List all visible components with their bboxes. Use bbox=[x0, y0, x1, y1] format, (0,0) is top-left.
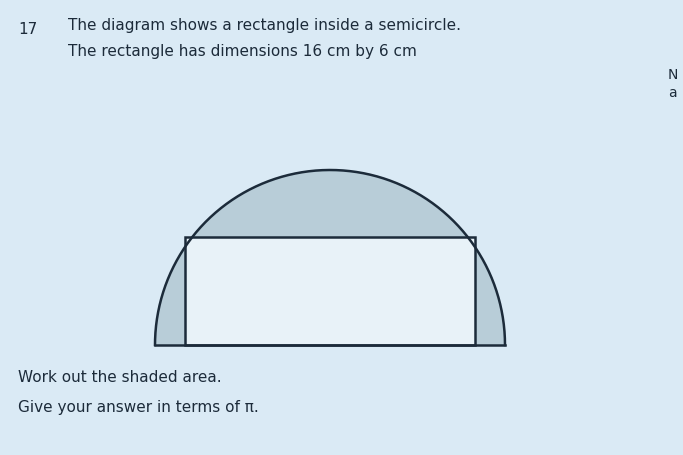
Bar bbox=[185, 237, 475, 345]
Text: The rectangle has dimensions 16 cm by 6 cm: The rectangle has dimensions 16 cm by 6 … bbox=[68, 44, 417, 59]
Text: 17: 17 bbox=[18, 22, 38, 37]
Text: The diagram shows a rectangle inside a semicircle.: The diagram shows a rectangle inside a s… bbox=[68, 18, 461, 33]
Text: Give your answer in terms of π.: Give your answer in terms of π. bbox=[18, 400, 259, 415]
Text: Work out the shaded area.: Work out the shaded area. bbox=[18, 370, 221, 385]
Text: N
a: N a bbox=[668, 68, 678, 101]
Polygon shape bbox=[155, 170, 505, 345]
